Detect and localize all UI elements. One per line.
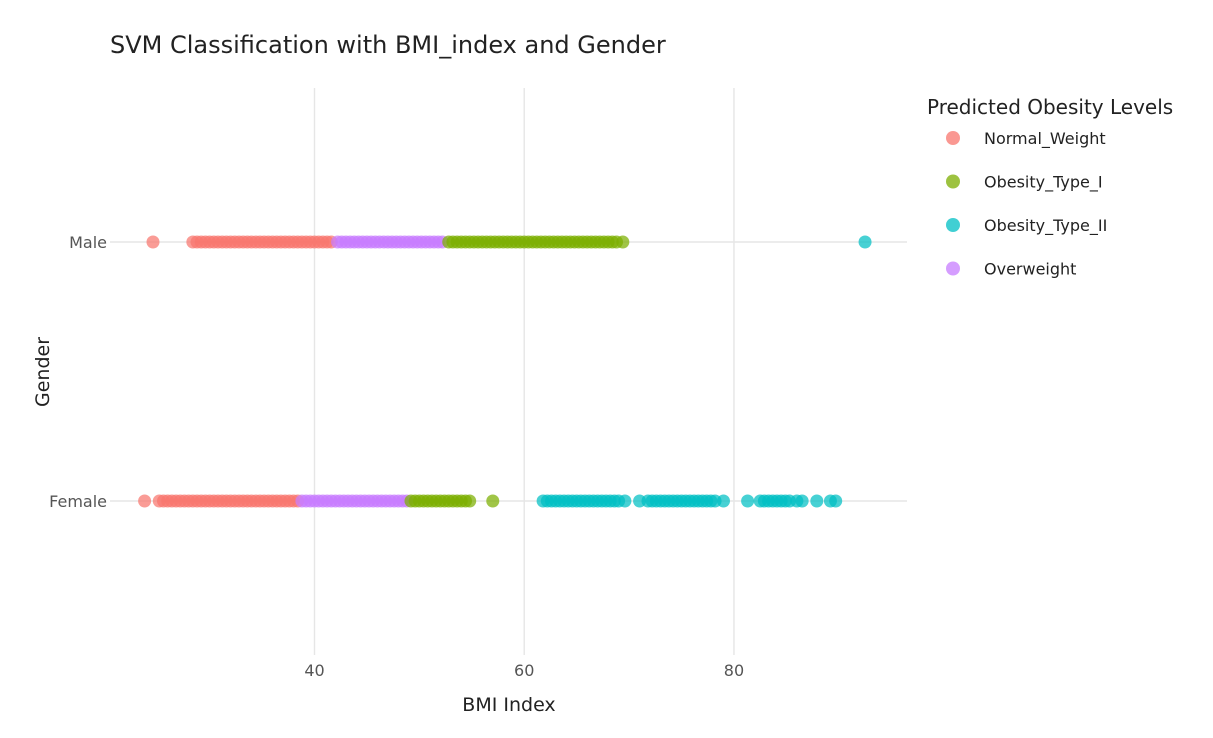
data-point <box>138 494 152 508</box>
x-tick-label-2: 80 <box>724 661 744 680</box>
x-axis-title: BMI Index <box>462 694 555 716</box>
legend-key-3 <box>946 261 960 276</box>
series-normal-weight-female <box>138 494 305 508</box>
plot-area: 40 60 80 Female Male <box>49 88 907 680</box>
series-obesity-type-ii-male <box>858 235 872 249</box>
legend-label-3: Overweight <box>984 260 1076 279</box>
series-normal-weight-male <box>146 235 338 249</box>
data-point <box>795 494 809 508</box>
data-point <box>616 235 630 249</box>
data-point <box>618 494 632 508</box>
data-point <box>829 494 843 508</box>
data-point <box>858 235 872 249</box>
data-point <box>146 235 160 249</box>
x-tick-label-1: 60 <box>514 661 534 680</box>
legend-label-2: Obesity_Type_II <box>984 216 1107 236</box>
legend-key-2 <box>946 218 960 232</box>
data-point <box>741 494 755 508</box>
series-obesity-type-ii-female <box>536 494 843 508</box>
legend-key-0 <box>946 131 960 145</box>
data-point <box>486 494 500 508</box>
y-axis-title: Gender <box>32 337 54 407</box>
legend-label-0: Normal_Weight <box>984 129 1106 149</box>
legend-key-1 <box>946 174 960 189</box>
series-obesity-type-i-female <box>404 494 500 508</box>
series-obesity-type-i-male <box>442 235 630 249</box>
y-tick-label-1: Male <box>69 233 107 252</box>
y-tick-label-0: Female <box>49 492 107 511</box>
chart-title: SVM Classification with BMI_index and Ge… <box>110 31 666 59</box>
x-tick-label-0: 40 <box>304 661 324 680</box>
data-point <box>810 494 824 508</box>
series-overweight-female <box>295 494 414 508</box>
legend-title: Predicted Obesity Levels <box>927 95 1173 119</box>
data-point <box>716 494 730 508</box>
series-overweight-male <box>331 235 449 249</box>
legend-label-1: Obesity_Type_I <box>984 173 1103 193</box>
legend: Normal_Weight Obesity_Type_I Obesity_Type_… <box>946 129 1107 279</box>
data-point <box>463 494 477 508</box>
